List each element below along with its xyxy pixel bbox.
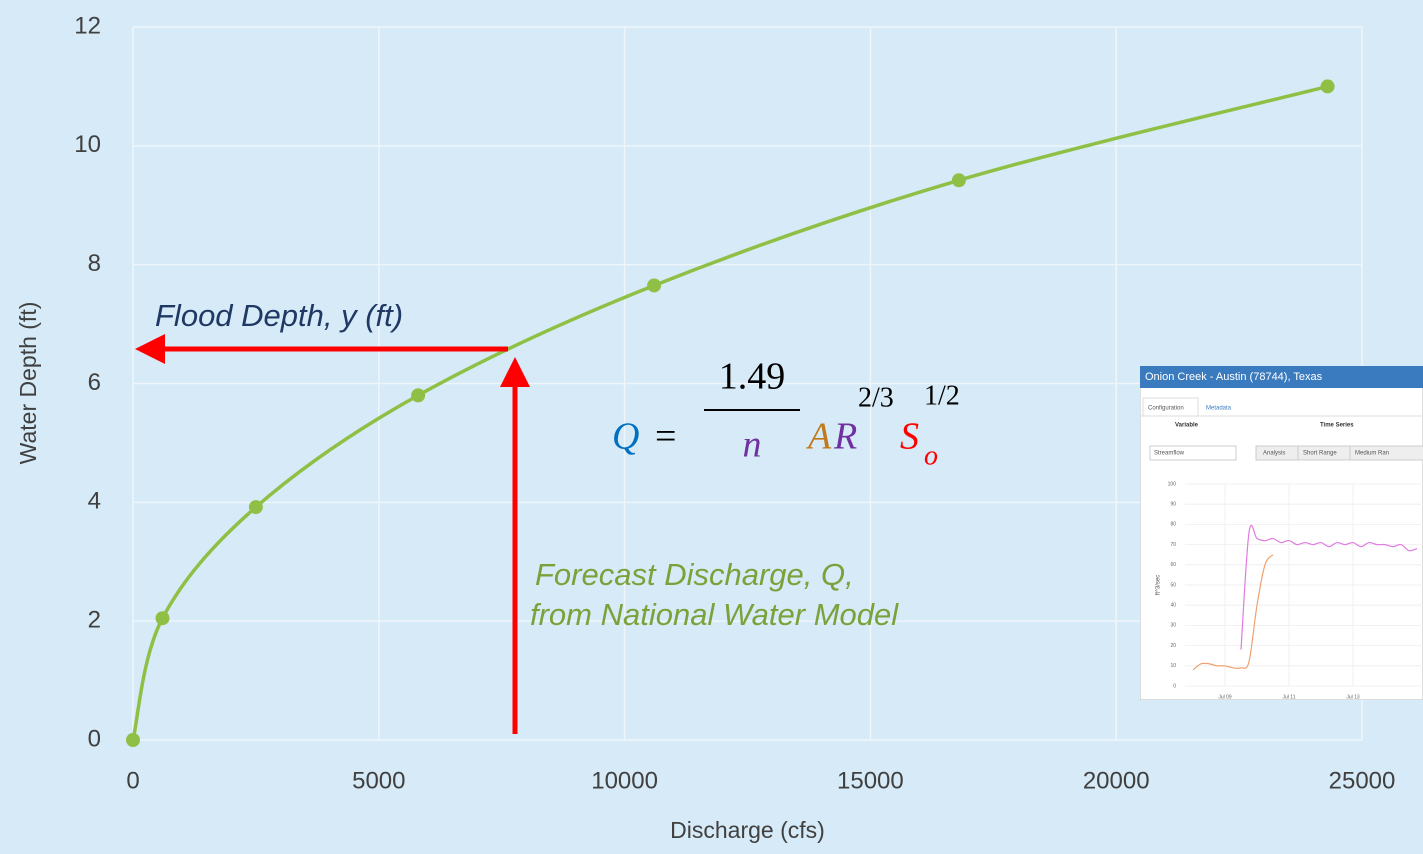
inset-title: Onion Creek - Austin (78744), Texas xyxy=(1145,371,1323,383)
eq-part: 2/3 xyxy=(858,382,894,413)
annotation: Flood Depth, y (ft) xyxy=(155,298,403,333)
y-tick-label: 80 xyxy=(1170,522,1176,528)
x-axis-title: Discharge (cfs) xyxy=(670,817,825,843)
eq-part: o xyxy=(924,440,938,471)
point xyxy=(126,733,140,747)
chart: 0 2 4 6 8 10 12 0 5000 10000 15000 20000 25000 Discha… xyxy=(0,0,1423,854)
eq-part: = xyxy=(655,416,676,458)
tab-label[interactable]: Metadata xyxy=(1206,406,1232,412)
y-tick-label: 0 xyxy=(1173,683,1176,689)
button-label[interactable]: Analysis xyxy=(1263,451,1285,457)
eq-part: n xyxy=(743,424,762,466)
x-tick-label: 5000 xyxy=(352,767,405,794)
y-tick-label: 100 xyxy=(1168,481,1177,487)
annotation: from National Water Model xyxy=(530,597,899,632)
tab-label[interactable]: Configuration xyxy=(1148,406,1184,412)
y-tick-label: 4 xyxy=(88,488,101,515)
eq-part: 1/2 xyxy=(924,380,960,411)
y-tick-label: 70 xyxy=(1170,542,1176,548)
x-tick-label: 20000 xyxy=(1083,767,1150,794)
point xyxy=(952,173,966,187)
field-label: Variable xyxy=(1175,423,1199,429)
x-tick-label: Jul 09 xyxy=(1218,694,1232,700)
x-tick-label: Jul 11 xyxy=(1283,694,1296,700)
x-tick-label: 15000 xyxy=(837,767,904,794)
eq-part: R xyxy=(833,416,857,458)
point xyxy=(647,278,661,292)
eq-part: A xyxy=(805,416,832,458)
y-tick-label: 6 xyxy=(88,369,101,396)
x-tick-label: Jul 13 xyxy=(1346,694,1360,700)
y-tick-label: 0 xyxy=(88,725,101,752)
y-axis-title: Water Depth (ft) xyxy=(15,302,41,465)
select-value[interactable]: Streamflow xyxy=(1154,451,1185,457)
button-label[interactable]: Medium Ran xyxy=(1355,451,1389,457)
point xyxy=(1321,79,1335,93)
eq-part: 1.49 xyxy=(719,356,786,398)
x-tick-label: 10000 xyxy=(591,767,658,794)
x-tick-label: 0 xyxy=(126,767,139,794)
y-tick-label: 12 xyxy=(74,12,101,39)
y-tick-label: 50 xyxy=(1170,582,1176,588)
equation: Q = 1.49 n A R 2/3 S o 1/2 xyxy=(612,356,960,472)
annotation: Forecast Discharge, Q, xyxy=(535,557,854,592)
y-axis-title: ft^3/sec xyxy=(1156,575,1162,596)
button-label[interactable]: Short Range xyxy=(1303,451,1337,457)
y-tick-label: 30 xyxy=(1170,623,1176,629)
x-tick-label: 25000 xyxy=(1329,767,1396,794)
point xyxy=(249,500,263,514)
point xyxy=(411,388,425,402)
y-tick-label: 2 xyxy=(88,607,101,634)
y-tick-label: 10 xyxy=(1170,663,1176,669)
y-tick-label: 10 xyxy=(74,131,101,158)
y-tick-label: 90 xyxy=(1170,502,1176,508)
field-label: Time Series xyxy=(1320,423,1354,429)
y-tick-label: 60 xyxy=(1170,562,1176,568)
point xyxy=(155,611,169,625)
y-tick-label: 20 xyxy=(1170,643,1176,649)
inset: Onion Creek - Austin (78744), Texas Conf… xyxy=(1140,366,1423,700)
eq-part: Q xyxy=(612,416,639,458)
y-tick-label: 40 xyxy=(1170,603,1176,609)
eq-part: S xyxy=(900,416,919,458)
y-tick-label: 8 xyxy=(88,250,101,277)
